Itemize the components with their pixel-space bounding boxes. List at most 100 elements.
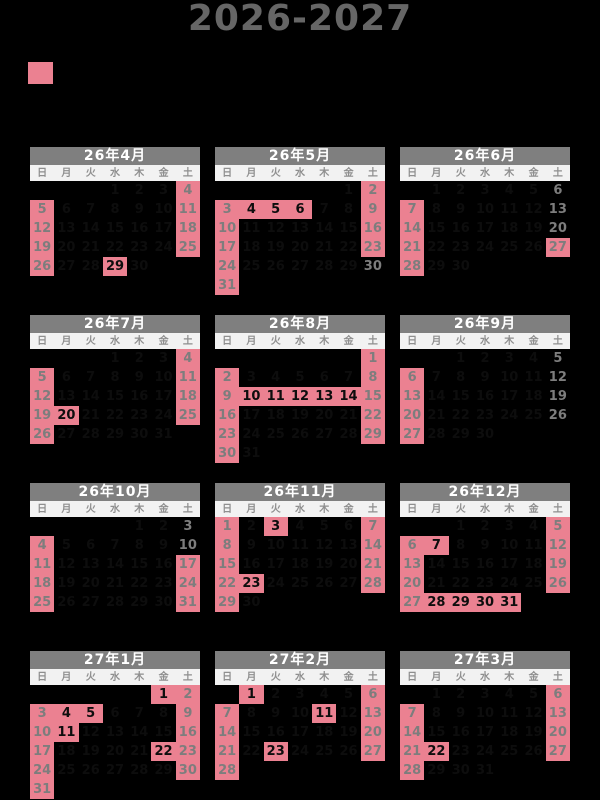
day-cell: 7 xyxy=(400,200,425,219)
day-cell: 11 xyxy=(524,370,543,385)
day-cell: 8 xyxy=(110,370,120,385)
day-cell: 29 xyxy=(105,427,125,442)
day-cell: 16 xyxy=(266,725,285,740)
day-cell: 3 xyxy=(504,519,514,534)
day-cell: 18 xyxy=(175,219,200,238)
day-cell: 6 xyxy=(319,370,329,385)
day-cell: 19 xyxy=(290,408,310,423)
weekday-label: 月 xyxy=(61,336,72,347)
day-cell: 17 xyxy=(500,557,519,572)
empty-cell xyxy=(239,761,263,780)
day-cell: 19 xyxy=(30,238,55,257)
month-calendar-2: 26年5月日月火水木金土 1 2 3 4 5 6 7 8 9 10 11 12 13 14 15 16 17 18 1… xyxy=(215,147,385,295)
day-cell: 16 xyxy=(451,221,470,236)
day-cell: 5 xyxy=(545,517,570,536)
weekday-label: 金 xyxy=(343,336,354,347)
weekday-label: 火 xyxy=(455,336,466,347)
day-cell: 23 xyxy=(263,742,288,761)
day-cell: 26 xyxy=(339,744,358,759)
day-cell: 6 xyxy=(400,368,425,387)
day-cell: 3 xyxy=(295,687,305,702)
weekday-label: 日 xyxy=(407,672,418,683)
weekday-label: 木 xyxy=(134,672,145,683)
day-cell: 28 xyxy=(81,427,100,442)
empty-cell xyxy=(521,257,545,276)
day-cell: 19 xyxy=(266,240,285,255)
day-cell: 31 xyxy=(30,780,55,799)
day-cell: 14 xyxy=(81,389,100,404)
weekday-label: 木 xyxy=(504,672,515,683)
empty-cell xyxy=(521,593,545,612)
month-title: 27年3月 xyxy=(400,651,570,669)
weekday-label: 日 xyxy=(222,672,233,683)
empty-cell xyxy=(473,444,497,463)
weekday-label: 火 xyxy=(85,168,96,179)
weekday-label: 土 xyxy=(552,672,563,683)
day-cell: 27 xyxy=(400,593,425,612)
day-cell: 30 xyxy=(472,593,498,612)
empty-cell xyxy=(127,276,151,295)
weekday-header: 日月火水木金土 xyxy=(215,333,385,349)
empty-cell xyxy=(361,780,385,799)
day-cell: 30 xyxy=(242,595,261,610)
empty-cell xyxy=(103,444,127,463)
weekday-label: 月 xyxy=(61,672,72,683)
day-cell: 30 xyxy=(154,595,173,610)
day-cell: 25 xyxy=(524,576,543,591)
day-cell: 3 xyxy=(159,183,169,198)
empty-cell xyxy=(54,444,78,463)
day-cell: 3 xyxy=(504,351,514,366)
empty-cell xyxy=(336,612,360,631)
day-cell: 17 xyxy=(475,725,495,740)
day-cell: 7 xyxy=(86,202,96,217)
empty-cell xyxy=(79,276,103,295)
day-cell: 6 xyxy=(86,538,96,553)
day-cell: 28 xyxy=(315,259,334,274)
day-cell: 9 xyxy=(456,202,466,217)
empty-cell xyxy=(79,444,103,463)
empty-cell xyxy=(312,349,336,368)
empty-cell xyxy=(449,276,473,295)
day-cell: 19 xyxy=(81,744,100,759)
day-cell: 10 xyxy=(30,723,55,742)
empty-cell xyxy=(400,612,424,631)
empty-cell xyxy=(176,444,200,463)
empty-cell xyxy=(336,780,360,799)
day-cell: 2 xyxy=(134,183,144,198)
empty-cell xyxy=(400,517,424,536)
empty-cell xyxy=(400,276,424,295)
empty-cell xyxy=(215,612,239,631)
day-cell: 13 xyxy=(339,538,358,553)
empty-cell xyxy=(497,612,521,631)
weekday-label: 土 xyxy=(367,504,378,515)
empty-cell xyxy=(449,612,473,631)
day-cell: 27 xyxy=(81,595,100,610)
day-cell: 22 xyxy=(451,576,470,591)
day-cell: 7 xyxy=(431,370,441,385)
day-cell: 24 xyxy=(500,408,519,423)
day-cell: 22 xyxy=(360,406,385,425)
day-cell: 2 xyxy=(159,519,169,534)
weekday-label: 日 xyxy=(407,168,418,179)
day-cell: 31 xyxy=(497,593,522,612)
empty-cell xyxy=(151,257,175,276)
day-cell: 1 xyxy=(110,183,120,198)
day-cell: 24 xyxy=(175,574,200,593)
day-cell: 19 xyxy=(57,576,76,591)
weekday-label: 水 xyxy=(294,672,305,683)
weekday-label: 月 xyxy=(246,336,257,347)
day-cell: 2 xyxy=(215,368,240,387)
day-cell: 15 xyxy=(360,387,385,406)
weekday-label: 火 xyxy=(455,504,466,515)
weekday-label: 月 xyxy=(431,336,442,347)
day-cell: 26 xyxy=(524,240,543,255)
day-cell: 24 xyxy=(154,240,173,255)
empty-cell xyxy=(103,612,127,631)
day-cell: 14 xyxy=(105,557,125,572)
month-calendar-9: 26年12月日月火水木金土 1 2 3 4 5 6 7 8 9 10 11 12 13 14 15 16 17 18… xyxy=(400,483,570,631)
weekday-label: 土 xyxy=(182,168,193,179)
day-cell: 3 xyxy=(215,200,240,219)
day-cell: 20 xyxy=(545,723,570,742)
weekday-label: 土 xyxy=(367,336,378,347)
empty-cell xyxy=(400,181,424,200)
